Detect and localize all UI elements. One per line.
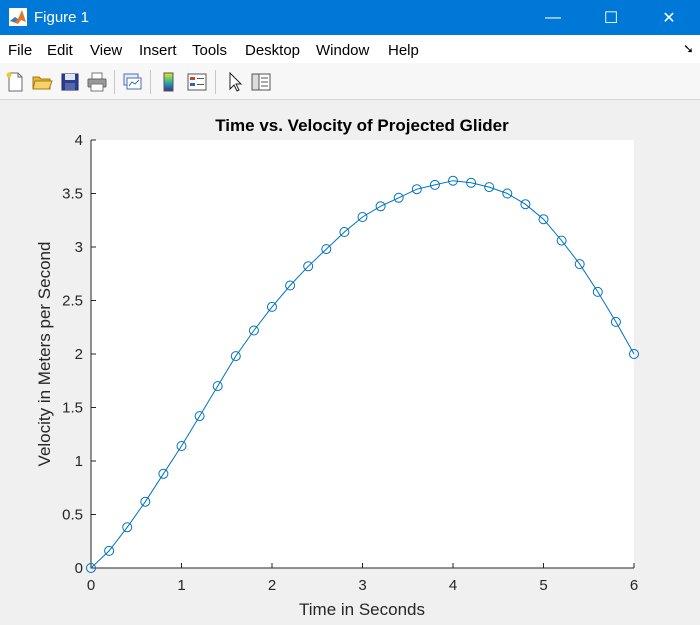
x-tick-label: 3 <box>358 577 366 594</box>
data-point-marker <box>194 411 205 422</box>
data-point-marker <box>411 184 422 195</box>
menu-window[interactable]: Window <box>316 42 370 59</box>
new-figure-icon[interactable] <box>4 71 26 93</box>
data-point-marker <box>230 351 241 362</box>
minimize-icon: — <box>545 8 561 26</box>
data-point-marker <box>248 325 259 336</box>
series-markers <box>86 175 639 573</box>
x-tick-label: 0 <box>87 577 95 594</box>
x-tick-label: 4 <box>449 577 457 594</box>
menu-help[interactable]: Help <box>388 42 419 59</box>
dock-figure-icon[interactable]: ➘ <box>683 41 694 56</box>
data-point-marker <box>538 214 549 225</box>
data-point-marker <box>393 192 404 203</box>
data-point-marker <box>375 201 386 212</box>
y-tick-label: 1.5 <box>62 400 83 417</box>
menu-tools[interactable]: Tools <box>192 42 228 59</box>
y-tick-label: 0 <box>75 560 83 577</box>
data-point-marker <box>520 199 531 210</box>
y-tick-label: 4 <box>75 132 83 149</box>
data-point-marker <box>574 259 585 270</box>
data-point-marker <box>176 441 187 451</box>
data-point-marker <box>592 286 603 297</box>
matlab-logo-icon <box>9 8 27 26</box>
close-icon: ✕ <box>662 9 676 27</box>
data-point-marker <box>339 227 350 237</box>
toolbar-separator <box>215 70 216 94</box>
axes-background <box>91 140 634 568</box>
data-point-marker <box>556 235 567 246</box>
colorbar-icon[interactable] <box>158 71 180 93</box>
data-point-marker <box>140 496 151 507</box>
x-tick-label: 5 <box>539 577 547 594</box>
data-point-marker <box>158 468 169 479</box>
x-tick-label: 6 <box>630 577 638 594</box>
pointer-icon[interactable] <box>224 71 246 93</box>
menu-edit[interactable]: Edit <box>47 42 73 59</box>
series-line <box>90 180 635 569</box>
data-point-marker <box>104 545 115 556</box>
chart-title: Time vs. Velocity of Projected Glider <box>215 116 509 135</box>
link-plot-icon[interactable] <box>121 71 143 93</box>
y-tick-label: 1 <box>75 453 83 470</box>
chart: 0 1 2 3 4 5 6 0 0.5 1 1.5 2 2.5 3 3.5 4 Time vs. Veloci… <box>35 116 639 619</box>
menu-file[interactable]: File <box>8 42 33 59</box>
maximize-button[interactable]: ☐ <box>588 0 634 35</box>
data-point-marker <box>448 175 458 186</box>
x-tick-label: 1 <box>177 577 185 594</box>
y-tick-label: 3 <box>75 239 83 256</box>
data-point-marker <box>122 522 133 533</box>
menu-insert[interactable]: Insert <box>139 42 177 59</box>
menu-desktop[interactable]: Desktop <box>245 42 301 59</box>
maximize-icon: ☐ <box>603 9 619 27</box>
data-point-marker <box>429 179 440 190</box>
tick-labels: 0 1 2 3 4 5 6 0 0.5 1 1.5 2 2.5 3 3.5 4 <box>62 132 638 594</box>
data-point-marker <box>357 212 368 222</box>
data-point-marker <box>466 177 477 188</box>
data-point-marker <box>86 563 96 573</box>
title-bar[interactable]: Figure 1 — ☐ ✕ <box>0 0 700 35</box>
menu-view[interactable]: View <box>90 42 123 59</box>
print-icon[interactable] <box>86 71 108 93</box>
figure-canvas[interactable]: 0 1 2 3 4 5 6 0 0.5 1 1.5 2 2.5 3 3.5 4 Time vs. Veloci… <box>0 100 700 625</box>
toolbar <box>0 63 700 100</box>
data-point-marker <box>285 280 296 291</box>
close-button[interactable]: ✕ <box>646 0 692 35</box>
minimize-button[interactable]: — <box>530 0 576 35</box>
property-editor-icon[interactable] <box>250 71 272 93</box>
open-file-icon[interactable] <box>31 71 53 93</box>
data-point-marker <box>321 244 332 255</box>
data-point-marker <box>212 381 223 392</box>
data-point-marker <box>303 261 314 272</box>
legend-icon[interactable] <box>186 71 208 93</box>
data-point-marker <box>502 188 513 199</box>
toolbar-separator <box>114 70 115 94</box>
toolbar-separator <box>150 70 151 94</box>
window-title: Figure 1 <box>34 9 90 26</box>
data-point-marker <box>629 349 639 359</box>
y-tick-label: 3.5 <box>62 186 83 203</box>
menu-bar: File Edit View Insert Tools Desktop Wind… <box>0 35 700 63</box>
x-tick-label: 2 <box>268 577 276 594</box>
x-axis-label: Time in Seconds <box>299 600 425 619</box>
data-point-marker <box>610 316 621 327</box>
y-axis-label: Velocity in Meters per Second <box>35 242 54 467</box>
data-point-marker <box>267 301 277 312</box>
save-icon[interactable] <box>59 71 81 93</box>
y-tick-label: 0.5 <box>62 507 83 524</box>
y-tick-label: 2.5 <box>62 293 83 310</box>
y-tick-label: 2 <box>75 346 83 363</box>
data-point-marker <box>484 182 495 193</box>
